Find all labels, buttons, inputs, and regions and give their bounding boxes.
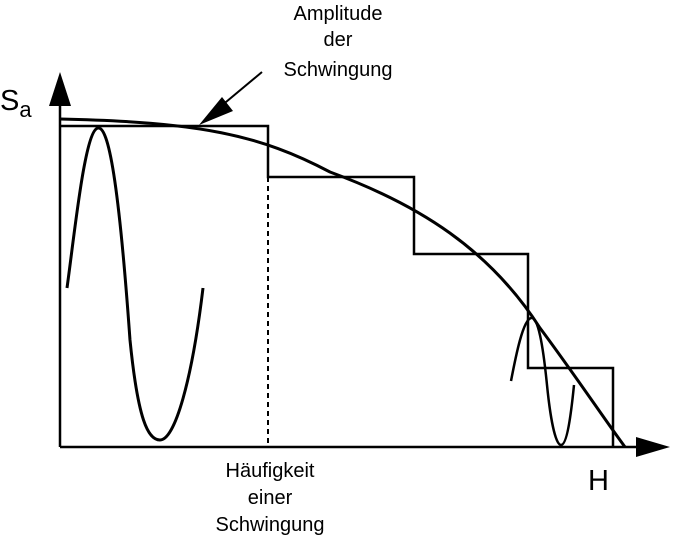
frequency-annotation-line-2: einer: [248, 487, 293, 509]
frequency-annotation: Häufigkeit einer Schwingung: [216, 460, 325, 536]
amplitude-annotation: Amplitude der Schwingung: [284, 3, 393, 81]
amplitude-annotation-line-3: Schwingung: [284, 59, 393, 81]
axes: [58, 98, 645, 449]
y-axis-label: Sa: [0, 85, 32, 122]
y-axis-symbol: S: [0, 85, 19, 117]
amplitude-annotation-line-2: der: [324, 29, 353, 51]
x-axis-label: H: [588, 465, 609, 497]
y-axis-subscript: a: [19, 97, 32, 122]
step-function: [60, 124, 615, 447]
frequency-annotation-line-3: Schwingung: [216, 514, 325, 536]
frequency-annotation-line-1: Häufigkeit: [226, 460, 315, 482]
envelope-curve: [59, 117, 627, 448]
amplitude-pointer-arrowhead: [199, 97, 233, 125]
small-oscillation-curve: [509, 316, 576, 447]
large-oscillation-curve: [65, 126, 205, 442]
x-axis-arrowhead: [636, 437, 670, 457]
y-axis-arrowhead: [49, 72, 71, 106]
amplitude-annotation-line-1: Amplitude: [294, 3, 383, 25]
